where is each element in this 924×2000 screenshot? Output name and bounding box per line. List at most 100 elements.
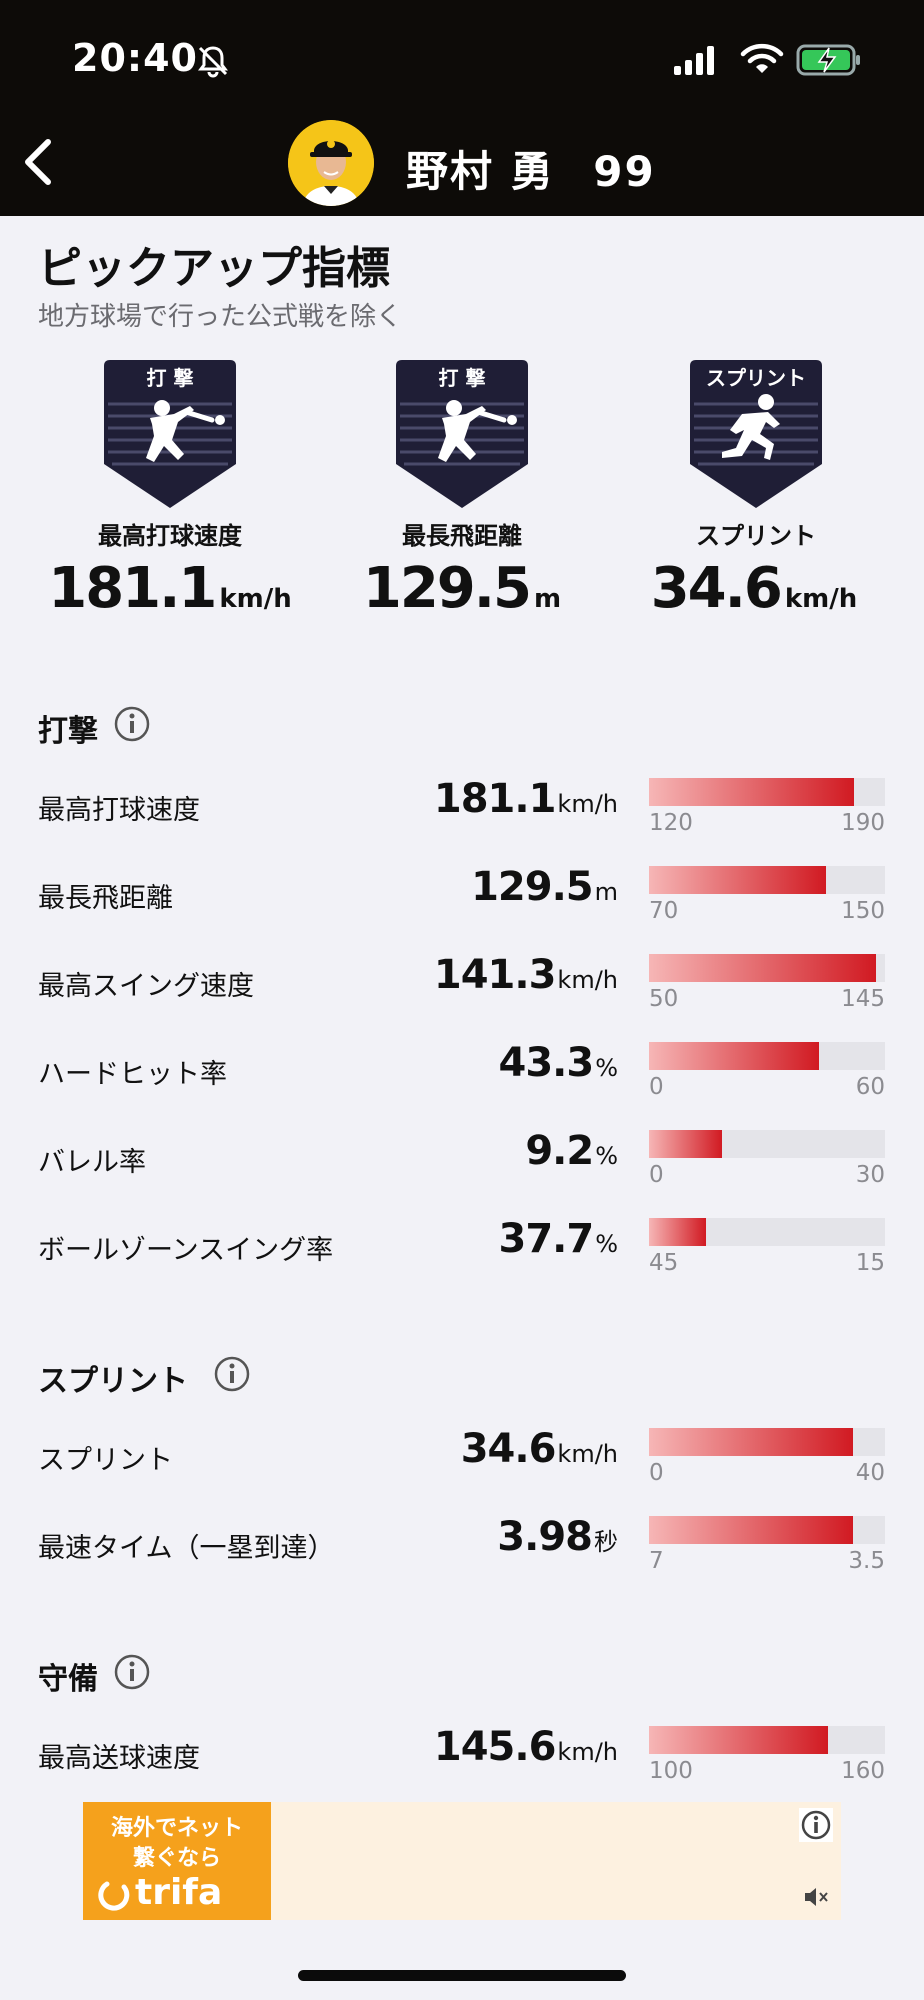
- badge-text-1: 打 撃: [146, 366, 194, 390]
- metric-label: 最長飛距離: [38, 883, 173, 914]
- badge-text-3: スプリント: [706, 366, 806, 390]
- sprint-badge-icon: [690, 360, 822, 508]
- metric-value: 141.3km/h: [434, 952, 618, 998]
- metric-bar-max: 3.5: [848, 1548, 885, 1574]
- badge-value-unit-3: km/h: [784, 584, 858, 614]
- metric-bar-min: 0: [649, 1074, 664, 1100]
- back-chevron-icon[interactable]: [14, 132, 66, 192]
- metric-label: バレル率: [38, 1147, 146, 1178]
- metric-value: 129.5m: [471, 864, 618, 910]
- section-title-defense: 守備: [38, 1662, 98, 1697]
- metric-bar-min: 70: [649, 898, 679, 924]
- badge-value-unit-1: km/h: [219, 584, 292, 614]
- metric-bar-min: 0: [649, 1162, 664, 1188]
- info-icon[interactable]: [214, 1356, 250, 1392]
- status-time: 20:40: [72, 36, 198, 80]
- metric-value-number: 43.3: [498, 1040, 594, 1086]
- metric-label: ハードヒット率: [38, 1059, 227, 1090]
- metric-bar: [649, 1042, 885, 1070]
- pickup-subtitle: 地方球場で行った公式戦を除く: [38, 302, 403, 332]
- metric-bar-min: 0: [649, 1460, 664, 1486]
- metric-label: ボールゾーンスイング率: [38, 1235, 334, 1266]
- metric-bar-max: 190: [841, 810, 885, 836]
- metric-bar-fill: [649, 1042, 819, 1070]
- badge-value-number-3: 34.6: [650, 556, 783, 621]
- metric-bar: [649, 1726, 885, 1754]
- info-icon[interactable]: [114, 706, 150, 742]
- metric-value: 43.3%: [498, 1040, 618, 1086]
- metric-bar-fill: [649, 1218, 706, 1246]
- metric-value-number: 181.1: [433, 776, 557, 822]
- player-photo-icon: [288, 120, 374, 206]
- metric-value-number: 9.2: [525, 1128, 594, 1174]
- metric-label: 最高打球速度: [38, 795, 200, 826]
- ad-info-icon[interactable]: [799, 1808, 833, 1842]
- ad-logo[interactable]: 海外でネット 繋ぐなら trifa: [83, 1802, 271, 1920]
- section-title-sprint: スプリント: [38, 1364, 188, 1399]
- metric-bar-min: 120: [649, 810, 693, 836]
- metric-value-number: 37.7: [498, 1216, 594, 1262]
- metric-bar-fill: [649, 1726, 829, 1754]
- badge-label-2: 最長飛距離: [402, 522, 522, 550]
- metric-value-number: 129.5: [471, 864, 594, 910]
- section-title-batting: 打撃: [38, 714, 98, 749]
- metric-bar: [649, 954, 885, 982]
- metric-value-unit: km/h: [557, 790, 618, 818]
- bell-muted-icon: [198, 46, 228, 78]
- metric-value-unit: %: [595, 1142, 618, 1170]
- ad-banner[interactable]: 海外でネット 繋ぐなら trifa: [83, 1802, 841, 1920]
- metric-value-unit: %: [595, 1230, 618, 1258]
- metric-bar: [649, 1130, 885, 1158]
- player-avatar[interactable]: [288, 120, 374, 206]
- player-title: 野村 勇 99: [406, 138, 656, 199]
- metric-bar-min: 100: [649, 1758, 693, 1784]
- badge-text-2: 打 撃: [438, 366, 486, 390]
- metric-bar-max: 15: [855, 1250, 885, 1276]
- ad-brand: trifa: [135, 1872, 223, 1913]
- metric-bar-max: 40: [855, 1460, 885, 1486]
- metric-label: 最高スイング速度: [38, 971, 254, 1002]
- player-number: 99: [593, 147, 656, 196]
- metric-bar-max: 30: [855, 1162, 885, 1188]
- info-icon[interactable]: [114, 1654, 150, 1690]
- metric-bar: [649, 1218, 885, 1246]
- metric-value-unit: km/h: [557, 966, 618, 994]
- metric-label: 最速タイム（一塁到達）: [38, 1533, 335, 1564]
- metric-value-number: 34.6: [460, 1426, 557, 1472]
- metric-bar-fill: [649, 866, 826, 894]
- badge-value-number-2: 129.5: [362, 556, 532, 621]
- badge-value-unit-2: m: [534, 584, 562, 614]
- metric-bar-max: 150: [841, 898, 885, 924]
- metric-bar-min: 50: [649, 986, 679, 1012]
- badge-label-1: 最高打球速度: [98, 522, 242, 550]
- metric-bar-min: 7: [649, 1548, 664, 1574]
- signal-icon: [674, 46, 714, 75]
- ad-mute-icon[interactable]: [801, 1882, 831, 1912]
- metric-value: 34.6km/h: [461, 1426, 618, 1472]
- home-indicator[interactable]: [298, 1970, 626, 1981]
- trifa-ring-icon: [98, 1881, 130, 1911]
- batting-badge-icon: [396, 360, 528, 508]
- metric-bar-max: 60: [855, 1074, 885, 1100]
- metric-bar-max: 145: [841, 986, 885, 1012]
- badge-value-number-1: 181.1: [48, 556, 217, 621]
- metric-label: 最高送球速度: [38, 1743, 200, 1774]
- ad-line-1: 海外でネット: [110, 1816, 243, 1841]
- metric-value-number: 141.3: [433, 952, 557, 998]
- badge-value-2: 129.5 m: [312, 556, 612, 621]
- metric-value: 37.7%: [498, 1216, 618, 1262]
- batting-badge-icon: [104, 360, 236, 508]
- metric-bar-min: 45: [649, 1250, 679, 1276]
- metric-bar-fill: [649, 1516, 854, 1544]
- metric-value: 3.98秒: [497, 1514, 618, 1560]
- metric-bar: [649, 778, 885, 806]
- pickup-title: ピックアップ指標: [38, 243, 390, 294]
- ad-line-2: 繋ぐなら: [132, 1846, 221, 1871]
- metric-bar-fill: [649, 778, 855, 806]
- metric-value: 145.6km/h: [434, 1724, 618, 1770]
- metric-value-unit: %: [595, 1054, 618, 1082]
- battery-charging-icon: [796, 44, 860, 76]
- metric-bar-fill: [649, 954, 876, 982]
- metric-value-number: 145.6: [433, 1724, 557, 1770]
- player-name: 野村 勇: [406, 147, 555, 196]
